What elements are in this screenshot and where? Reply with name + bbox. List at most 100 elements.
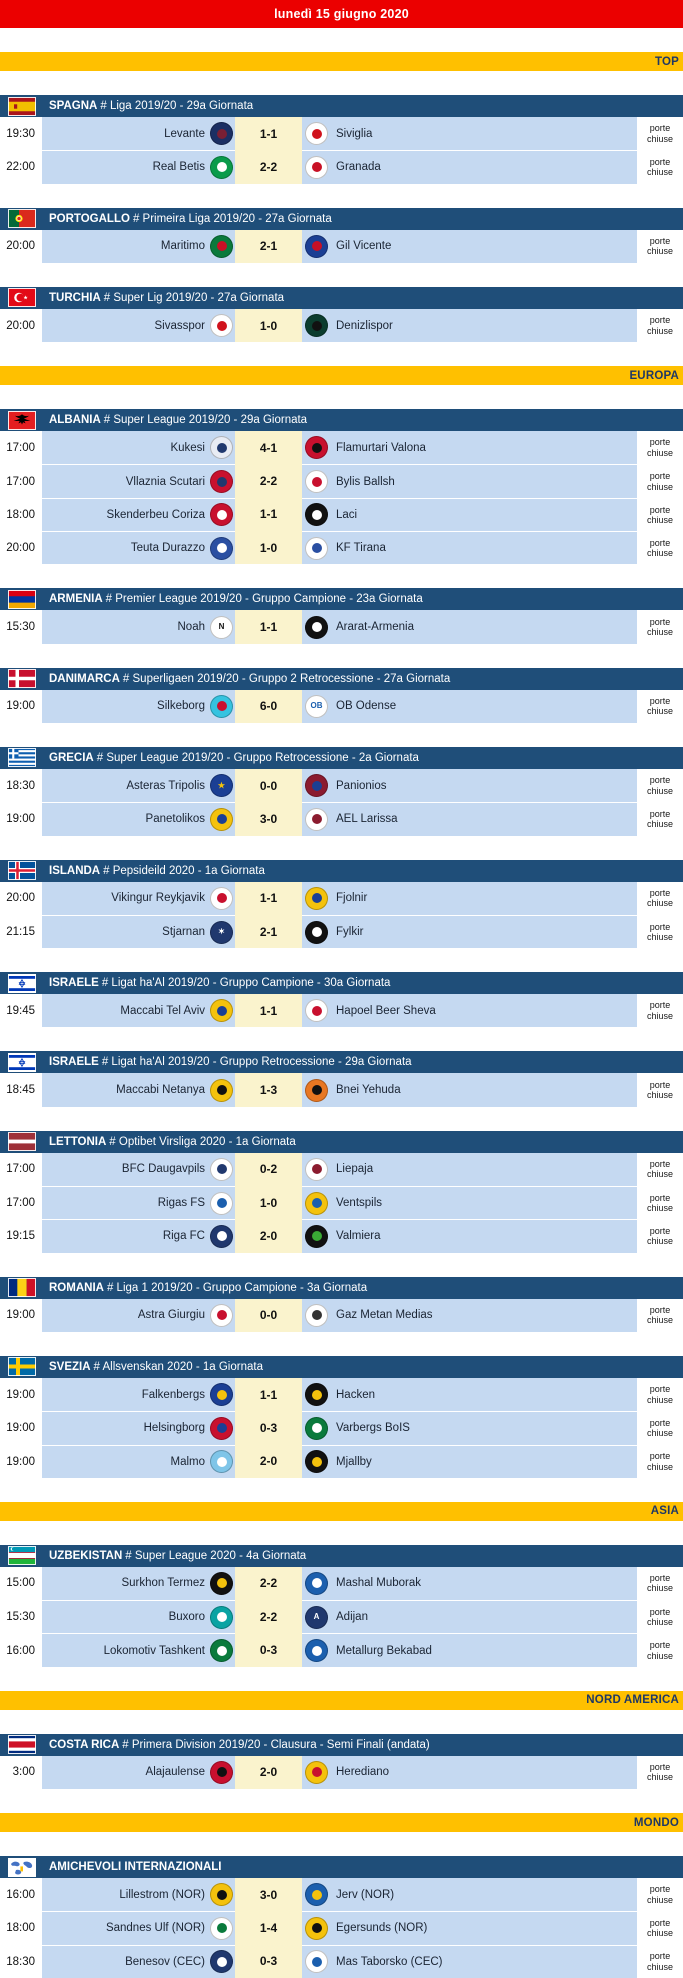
away-team-logo-icon	[305, 234, 328, 258]
home-team-name: Asteras Tripolis	[126, 779, 205, 792]
league-title: AMICHEVOLI INTERNAZIONALI	[49, 1861, 225, 1873]
match-row[interactable]: 19:45 Maccabi Tel Aviv 1-1 Hapoel Beer S…	[0, 994, 683, 1028]
match-row[interactable]: 20:00 Teuta Durazzo 1-0 KF Tirana porte …	[0, 531, 683, 565]
match-row[interactable]: 22:00 Real Betis 2-2 Granada porte chius…	[0, 150, 683, 184]
match-row[interactable]: 17:00 Kukesi 4-1 Flamurtari Valona porte…	[0, 431, 683, 465]
match-list: 18:30 Asteras Tripolis ★ 0-0 Panionios p…	[0, 768, 683, 836]
kickoff-time: 18:30	[0, 1944, 42, 1978]
away-cell: Panionios	[302, 768, 637, 803]
home-cell: Rigas FS	[42, 1186, 235, 1220]
home-team-logo-icon	[210, 807, 233, 831]
closed-doors-note: porte chiuse	[637, 610, 683, 644]
match-row[interactable]: 15:00 Surkhon Termez 2-2 Mashal Muborak …	[0, 1566, 683, 1601]
away-team-logo-icon	[305, 122, 328, 146]
closed-doors-note: porte chiuse	[637, 497, 683, 532]
match-row[interactable]: 21:15 Stjarnan ✶ 2-1 Fylkir porte chiuse	[0, 914, 683, 949]
match-row[interactable]: 20:00 Sivasspor 1-0 Denizlispor porte ch…	[0, 308, 683, 343]
home-team-logo-icon	[210, 314, 233, 338]
away-team-name: Liepaja	[336, 1163, 374, 1176]
country-name: ISRAELE	[49, 977, 99, 990]
away-cell: A Adijan	[302, 1600, 637, 1634]
match-row[interactable]: 18:45 Maccabi Netanya 1-3 Bnei Yehuda po…	[0, 1073, 683, 1107]
closed-doors-note: porte chiuse	[637, 431, 683, 465]
away-team-name: Denizlispor	[336, 319, 393, 332]
away-cell: KF Tirana	[302, 531, 637, 565]
league-title: SVEZIA # Allsvenskan 2020 - 1a Giornata	[49, 1361, 263, 1373]
match-row[interactable]: 19:00 Malmo 2-0 Mjallby porte chiuse	[0, 1444, 683, 1478]
section-spacer	[0, 1789, 683, 1814]
away-cell: Hapoel Beer Sheva	[302, 994, 637, 1028]
match-row[interactable]: 17:00 Vllaznia Scutari 2-2 Bylis Ballsh …	[0, 464, 683, 498]
away-cell: OB OB Odense	[302, 689, 637, 723]
match-row[interactable]: 19:15 Riga FC 2-0 Valmiera porte chiuse	[0, 1219, 683, 1253]
match-row[interactable]: 15:30 Noah N 1-1 Ararat-Armenia porte ch…	[0, 610, 683, 644]
match-row[interactable]: 20:00 Vikingur Reykjavik 1-1 Fjolnir por…	[0, 881, 683, 915]
match-list: 19:00 Silkeborg 6-0 OB OB Odense porte c…	[0, 689, 683, 723]
away-cell: Bylis Ballsh	[302, 464, 637, 498]
away-team-logo-icon	[305, 1950, 328, 1974]
home-team-name: Surkhon Termez	[121, 1577, 205, 1590]
league-title: ARMENIA # Premier League 2019/20 - Gruppo…	[49, 593, 423, 605]
away-cell: Jerv (NOR)	[302, 1878, 637, 1912]
kickoff-time: 19:15	[0, 1219, 42, 1253]
match-row[interactable]: 18:30 Benesov (CEC) 0-3 Mas Taborsko (CE…	[0, 1944, 683, 1978]
match-score: 6-0	[235, 689, 302, 723]
away-team-name: Gil Vicente	[336, 240, 392, 253]
country-name: ISLANDA	[49, 864, 101, 877]
kickoff-time: 19:00	[0, 1444, 42, 1478]
league-title: PORTOGALLO # Primeira Liga 2019/20 - 27a …	[49, 213, 332, 225]
match-row[interactable]: 19:00 Astra Giurgiu 0-0 Gaz Metan Medias…	[0, 1298, 683, 1332]
match-row[interactable]: 19:00 Helsingborg 0-3 Varbergs BoIS port…	[0, 1411, 683, 1445]
away-team-name: Fylkir	[336, 926, 364, 938]
match-row[interactable]: 18:00 Skenderbeu Coriza 1-1 Laci porte c…	[0, 497, 683, 532]
match-row[interactable]: 16:00 Lillestrom (NOR) 3-0 Jerv (NOR) po…	[0, 1878, 683, 1912]
closed-doors-note: porte chiuse	[637, 1878, 683, 1912]
kickoff-time: 17:00	[0, 431, 42, 465]
league-title: TURCHIA # Super Lig 2019/20 - 27a Giornat…	[49, 292, 284, 304]
away-team-name: Metallurg Bekabad	[336, 1644, 432, 1657]
away-cell: Egersunds (NOR)	[302, 1911, 637, 1945]
away-team-logo-icon	[305, 436, 328, 460]
match-row[interactable]: 15:30 Buxoro 2-2 A Adijan porte chiuse	[0, 1600, 683, 1634]
match-row[interactable]: 19:00 Falkenbergs 1-1 Hacken porte chius…	[0, 1377, 683, 1412]
home-team-logo-icon: ★	[210, 774, 233, 798]
home-team-name: Maccabi Netanya	[116, 1084, 205, 1097]
match-row[interactable]: 17:00 Rigas FS 1-0 Ventspils porte chius…	[0, 1186, 683, 1220]
league-header: ALBANIA # Super League 2019/20 - 29a Gior…	[0, 409, 683, 432]
match-row[interactable]: 3:00 Alajaulense 2-0 Herediano porte chi…	[0, 1755, 683, 1790]
home-team-logo-icon	[210, 1157, 233, 1181]
kickoff-time: 17:00	[0, 464, 42, 498]
match-list: 3:00 Alajaulense 2-0 Herediano porte chi…	[0, 1755, 683, 1790]
section-spacer	[0, 1520, 683, 1545]
away-cell: Granada	[302, 150, 637, 184]
match-row[interactable]: 19:00 Silkeborg 6-0 OB OB Odense porte c…	[0, 689, 683, 723]
match-row[interactable]: 19:30 Levante 1-1 Siviglia porte chiuse	[0, 117, 683, 151]
league-title: ISRAELE # Ligat ha'Al 2019/20 - Gruppo Ca…	[49, 977, 390, 989]
away-cell: Valmiera	[302, 1219, 637, 1253]
away-team-logo-icon	[305, 503, 328, 527]
home-team-name: Lokomotiv Tashkent	[103, 1644, 205, 1657]
kickoff-time: 20:00	[0, 881, 42, 915]
home-cell: Teuta Durazzo	[42, 531, 235, 565]
home-team-logo-icon	[210, 1383, 233, 1407]
section-spacer	[0, 262, 683, 287]
home-cell: Surkhon Termez	[42, 1566, 235, 1601]
match-row[interactable]: 18:30 Asteras Tripolis ★ 0-0 Panionios p…	[0, 768, 683, 803]
match-row[interactable]: 20:00 Maritimo 2-1 Gil Vicente porte chi…	[0, 229, 683, 263]
match-list: 15:00 Surkhon Termez 2-2 Mashal Muborak …	[0, 1566, 683, 1667]
match-row[interactable]: 16:00 Lokomotiv Tashkent 0-3 Metallurg B…	[0, 1633, 683, 1667]
country-name: PORTOGALLO	[49, 212, 130, 225]
away-team-name: Mas Taborsko (CEC)	[336, 1955, 443, 1968]
country-name: ISRAELE	[49, 1056, 99, 1069]
match-score: 1-0	[235, 531, 302, 565]
match-row[interactable]: 18:00 Sandnes Ulf (NOR) 1-4 Egersunds (N…	[0, 1911, 683, 1945]
league-section: ROMANIA # Liga 1 2019/20 - Gruppo Campion…	[0, 1276, 683, 1332]
match-score: 1-0	[235, 1186, 302, 1220]
match-row[interactable]: 19:00 Panetolikos 3-0 AEL Larissa porte …	[0, 802, 683, 836]
away-team-logo-icon	[305, 1157, 328, 1181]
home-team-logo-icon	[210, 1916, 233, 1940]
home-cell: Noah N	[42, 610, 235, 644]
match-row[interactable]: 17:00 BFC Daugavpils 0-2 Liepaja porte c…	[0, 1152, 683, 1187]
kickoff-time: 20:00	[0, 229, 42, 263]
home-team-logo-icon	[210, 1760, 233, 1784]
